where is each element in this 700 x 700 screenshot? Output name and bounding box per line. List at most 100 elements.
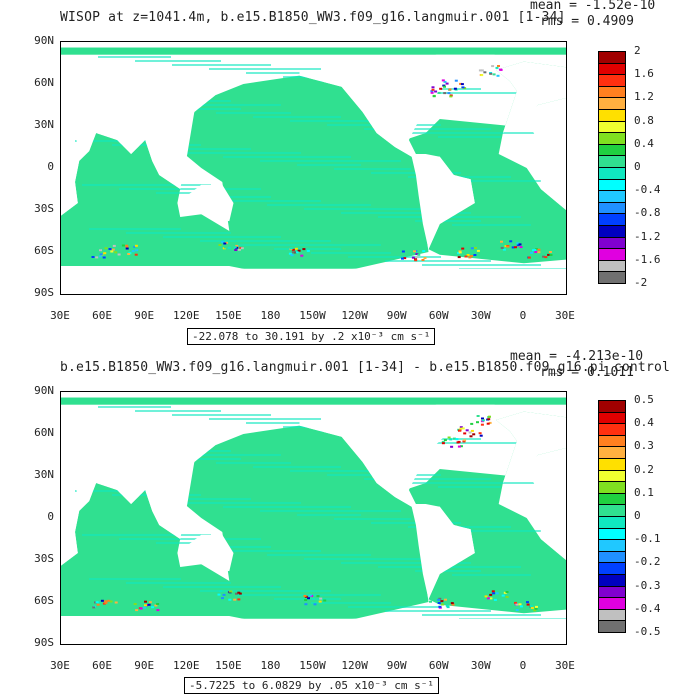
colorbar-label: -0.8	[634, 206, 661, 220]
texture-band	[142, 454, 281, 456]
anomaly-cell	[469, 435, 473, 438]
anomaly-cell	[548, 251, 552, 253]
anomaly-cell	[290, 254, 294, 257]
anomaly-cell	[430, 90, 434, 93]
anomaly-cell	[479, 434, 483, 437]
lon-tick-label: 120W	[341, 309, 368, 322]
texture-band	[348, 606, 441, 608]
colorbar-label: 2	[634, 44, 641, 57]
anomaly-cell	[156, 609, 160, 612]
anomaly-cell	[121, 244, 125, 247]
anomaly-cell	[102, 256, 106, 259]
anomaly-cell	[472, 433, 476, 436]
anomaly-cell	[492, 73, 496, 76]
colorbar-label: -0.3	[634, 578, 661, 592]
anomaly-cell	[443, 439, 447, 442]
anomaly-cell	[437, 91, 441, 94]
anomaly-cell	[293, 251, 297, 254]
texture-band	[438, 136, 501, 138]
colorbar-label: 1.2	[634, 90, 654, 104]
anomaly-cell	[457, 256, 461, 259]
anomaly-cell	[111, 248, 115, 251]
colorbar-label: -0.1	[634, 532, 661, 546]
anomaly-cell	[92, 606, 96, 609]
lon-tick-label: 60E	[92, 309, 113, 322]
anomaly-cell	[135, 249, 139, 252]
texture-band	[311, 252, 391, 254]
anomaly-cell	[478, 69, 482, 72]
anomaly-cell	[455, 438, 459, 441]
anomaly-cell	[495, 592, 499, 595]
anomaly-cell	[104, 601, 108, 604]
texture-band	[431, 442, 531, 444]
anomaly-cell	[102, 602, 106, 605]
anomaly-cell	[294, 247, 298, 250]
anomaly-cell	[445, 604, 449, 607]
anomaly-cell	[91, 256, 95, 258]
texture-band	[172, 414, 271, 416]
anomaly-cell	[476, 249, 480, 252]
anomaly-cell	[228, 598, 232, 601]
anomaly-cell	[458, 251, 462, 254]
texture-band	[193, 546, 271, 548]
anomaly-cell	[483, 71, 487, 74]
colorbar-label: -0.5	[634, 625, 661, 638]
anomaly-cell	[234, 249, 238, 251]
land-mask	[177, 534, 234, 572]
anomaly-cell	[439, 87, 443, 90]
texture-band	[297, 164, 361, 166]
texture-band	[89, 578, 181, 580]
colorbar-swatch	[598, 271, 626, 284]
arctic-band	[61, 397, 566, 405]
anomaly-cell	[459, 426, 463, 429]
texture-band	[135, 410, 221, 412]
anomaly-cell	[487, 418, 491, 421]
texture-band	[135, 60, 221, 62]
anomaly-cell	[470, 247, 474, 250]
texture-band	[230, 200, 321, 202]
anomaly-cell	[233, 246, 237, 249]
land-mask	[61, 420, 244, 539]
anomaly-cell	[489, 593, 493, 596]
anomaly-cell	[306, 249, 310, 252]
lon-tick-label: 60W	[428, 659, 449, 672]
texture-band	[422, 264, 541, 266]
lat-tick-label: 60N	[34, 76, 54, 89]
anomaly-cell	[476, 415, 480, 417]
texture-band	[445, 180, 561, 182]
texture-band	[422, 614, 541, 616]
texture-band	[98, 406, 171, 408]
lon-tick-label: 120W	[341, 659, 368, 672]
panel-top: WISOP at z=1041.4m, b.e15.B1850_WW3.f09_…	[34, 0, 661, 345]
anomaly-cell	[447, 92, 451, 95]
texture-band	[385, 260, 491, 262]
anomaly-cell	[468, 256, 472, 259]
lon-tick-label: 30W	[470, 659, 491, 672]
lon-tick-label: 180	[260, 659, 281, 672]
texture-band	[260, 160, 401, 162]
lat-tick-label: 60S	[34, 594, 54, 607]
anomaly-cell	[95, 256, 99, 259]
anomaly-cell	[413, 250, 416, 253]
texture-band	[230, 550, 321, 552]
map-plot	[60, 41, 567, 295]
anomaly-cell	[98, 247, 102, 250]
anomaly-cell	[448, 88, 452, 91]
anomaly-cell	[495, 66, 499, 69]
anomaly-cell	[307, 597, 310, 600]
anomaly-cell	[288, 252, 292, 255]
texture-band	[82, 534, 211, 536]
anomaly-cell	[537, 251, 541, 254]
anomaly-cell	[530, 606, 534, 609]
anomaly-cell	[441, 603, 445, 606]
anomaly-cell	[148, 601, 152, 604]
anomaly-cell	[221, 597, 224, 600]
anomaly-cell	[451, 603, 455, 606]
lat-tick-label: 90S	[34, 286, 54, 299]
anomaly-cell	[131, 250, 135, 253]
anomaly-cell	[125, 247, 129, 250]
anomaly-cell	[103, 252, 107, 255]
lon-tick-label: 120E	[173, 309, 200, 322]
land-mask	[299, 63, 475, 250]
colorbar-label: 0.4	[634, 416, 654, 430]
